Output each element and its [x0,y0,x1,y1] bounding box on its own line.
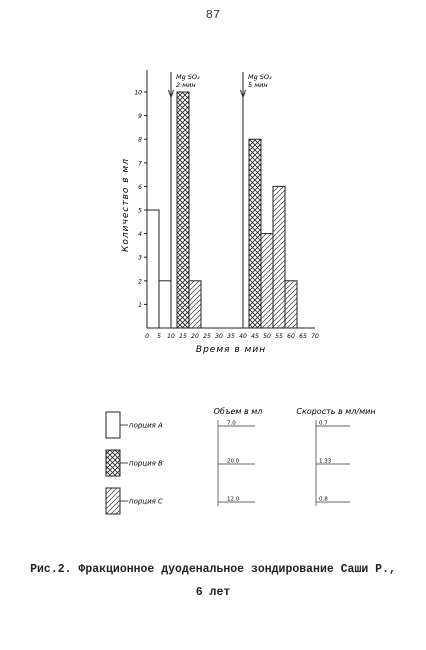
caption-line-2: 6 лет [195,586,231,599]
x-tick-label: 45 [251,333,259,340]
x-tick-label: 55 [275,333,283,340]
x-tick-label: 50 [263,333,271,340]
y-tick-label: 9 [138,113,142,120]
y-tick-label: 8 [138,137,142,144]
bar [272,185,286,329]
y-tick-label: 4 [138,231,142,238]
volume-value: 20.0 [227,459,240,465]
bar [260,233,274,329]
legend-swatch [105,449,121,477]
annotation-text: 2 мин [176,81,196,89]
legend-label: порция C [129,498,163,506]
speed-value: 1.33 [319,459,332,465]
x-tick-label: 60 [287,333,295,340]
page-number: 87 [205,8,221,22]
x-tick-label: 25 [203,333,211,340]
bar [158,280,172,329]
x-tick-label: 15 [179,333,187,340]
legend-label: порция B [129,460,163,468]
y-tick-label: 7 [138,160,142,167]
volume-column-header: Объем в мл [214,407,263,416]
figure-caption: Рис.2. Фракционное дуоденальное зондиров… [0,563,426,599]
bar [284,280,298,329]
legend-swatch [105,487,121,515]
speed-value: 0.7 [319,421,328,427]
x-tick-label: 70 [311,333,319,340]
legend-table: Объем в мл Скорость в мл/мин порция A 7.0 0.… [105,407,376,515]
x-tick-label: 20 [191,333,199,340]
x-tick-label: 10 [167,333,175,340]
volume-value: 12.0 [227,497,240,503]
annotation-text: Mg SO₄ [248,73,272,81]
x-tick-label: 35 [227,333,235,340]
legend-label: порция A [129,422,163,430]
bar [188,280,202,329]
volume-value: 7.0 [227,421,236,427]
x-axis-label: Время в мин [196,345,266,355]
legend-swatch [105,411,121,439]
y-tick-label: 6 [138,184,142,191]
bar [146,209,160,329]
y-tick-label: 1 [138,302,142,309]
x-tick-label: 0 [145,333,149,340]
annotation-text: 5 мин [248,81,268,89]
y-tick-label: 3 [138,255,142,262]
x-tick-label: 65 [299,333,307,340]
x-tick-label: 40 [239,333,247,340]
speed-column-header: Скорость в мл/мин [296,407,375,416]
y-tick-label: 2 [138,278,142,285]
arrow-head [240,89,246,99]
x-tick-label: 5 [157,333,161,340]
arrow-head [168,89,174,99]
y-tick-label: 5 [138,208,142,215]
speed-value: 0.8 [319,497,328,503]
caption-line-1: Рис.2. Фракционное дуоденальное зондиров… [30,563,396,576]
bar [248,138,262,329]
x-tick-label: 30 [215,333,223,340]
annotation-text: Mg SO₄ [176,73,200,81]
y-axis-label: Количество в мл [121,158,131,252]
y-tick-label: 10 [134,90,142,97]
bar [176,91,190,329]
